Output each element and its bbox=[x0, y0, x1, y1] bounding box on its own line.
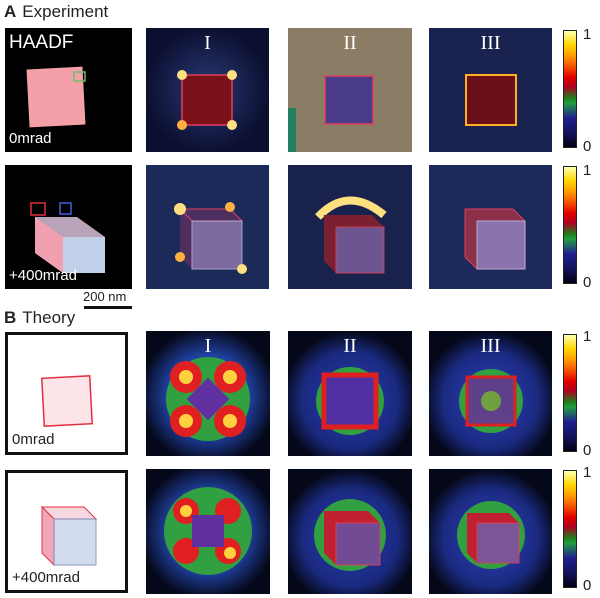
roman-ii-b1: II bbox=[343, 335, 357, 357]
colorbar-a1 bbox=[563, 30, 577, 148]
roman-iii-b1: III bbox=[480, 335, 501, 357]
angle-label-0mrad-b: 0mrad bbox=[12, 431, 55, 448]
roman-i-a1: I bbox=[204, 32, 211, 54]
exp-panel-iii-400mrad bbox=[429, 165, 552, 289]
colorbar-a2 bbox=[563, 166, 577, 284]
scale-bar bbox=[84, 306, 132, 309]
angle-label-0mrad-a: 0mrad bbox=[9, 130, 52, 147]
haadf-panel-400mrad: +400mrad bbox=[5, 165, 132, 289]
exp-panel-iii-0mrad: III bbox=[429, 28, 552, 152]
section-a-letter: A bbox=[4, 2, 17, 21]
exp-panel-i-400mrad bbox=[146, 165, 269, 289]
angle-label-400mrad-b: +400mrad bbox=[12, 569, 80, 586]
theory-panel-i-400mrad bbox=[146, 469, 270, 594]
colorbar-b2-max: 1 bbox=[583, 464, 592, 481]
section-b-title: B Theory bbox=[4, 308, 75, 328]
colorbar-b1-min: 0 bbox=[583, 442, 592, 459]
theory-panel-iii-400mrad bbox=[429, 469, 552, 594]
haadf-label: HAADF bbox=[9, 32, 74, 53]
roman-i-b1: I bbox=[204, 335, 212, 357]
theory-panel-ii-0mrad: II bbox=[288, 331, 412, 456]
scale-bar-label: 200 nm bbox=[83, 289, 127, 304]
section-a-label: Experiment bbox=[22, 2, 109, 21]
theory-panel-i-0mrad: I bbox=[146, 331, 270, 456]
colorbar-a2-min: 0 bbox=[583, 274, 592, 291]
theory-model-0mrad: 0mrad bbox=[5, 332, 128, 455]
section-b-letter: B bbox=[4, 308, 17, 327]
exp-panel-ii-400mrad bbox=[288, 165, 412, 289]
exp-panel-i-0mrad: I bbox=[146, 28, 269, 152]
colorbar-b1-max: 1 bbox=[583, 328, 592, 345]
roman-iii-a1: III bbox=[480, 32, 501, 54]
colorbar-b1 bbox=[563, 334, 577, 452]
colorbar-b2-min: 0 bbox=[583, 577, 592, 594]
colorbar-a2-max: 1 bbox=[583, 162, 592, 179]
section-a-title: A Experiment bbox=[4, 2, 108, 22]
theory-panel-ii-400mrad bbox=[288, 469, 412, 594]
exp-panel-ii-0mrad: II bbox=[288, 28, 412, 152]
colorbar-b2 bbox=[563, 470, 577, 588]
colorbar-a1-min: 0 bbox=[583, 138, 592, 155]
theory-model-400mrad: +400mrad bbox=[5, 470, 128, 593]
theory-panel-iii-0mrad: III bbox=[429, 331, 552, 456]
colorbar-a1-max: 1 bbox=[583, 26, 592, 43]
angle-label-400mrad-a: +400mrad bbox=[9, 267, 77, 284]
section-b-label: Theory bbox=[22, 308, 76, 327]
roman-ii-a1: II bbox=[343, 32, 357, 54]
haadf-panel-0mrad: HAADF 0mrad bbox=[5, 28, 132, 152]
